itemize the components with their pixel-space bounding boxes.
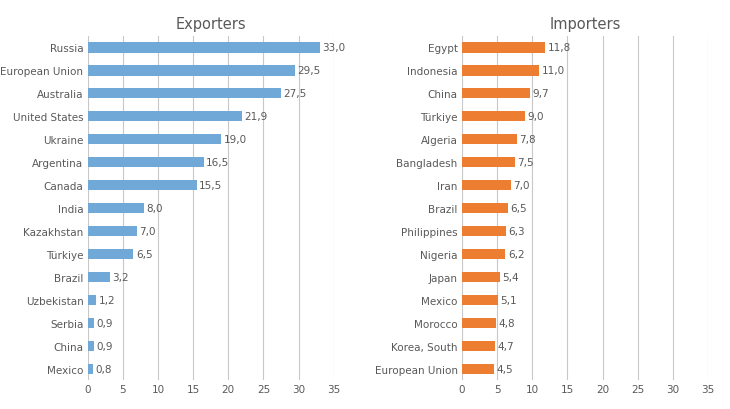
Bar — [462, 341, 495, 351]
Text: 9,7: 9,7 — [533, 89, 549, 99]
Text: 0,9: 0,9 — [96, 341, 113, 351]
Text: 19,0: 19,0 — [223, 135, 247, 145]
Title: Exporters: Exporters — [175, 16, 246, 31]
Bar — [462, 135, 517, 145]
Text: 11,0: 11,0 — [542, 66, 565, 76]
Text: 1,2: 1,2 — [99, 295, 115, 305]
Bar — [462, 295, 498, 306]
Text: 0,9: 0,9 — [96, 318, 113, 328]
Title: Importers: Importers — [549, 16, 620, 31]
Text: 4,8: 4,8 — [498, 318, 515, 328]
Text: 8,0: 8,0 — [146, 204, 163, 213]
Text: 15,5: 15,5 — [199, 181, 223, 191]
Text: 5,4: 5,4 — [502, 272, 519, 282]
Text: 7,8: 7,8 — [519, 135, 536, 145]
Text: 6,3: 6,3 — [509, 227, 526, 236]
Text: 9,0: 9,0 — [528, 112, 544, 122]
Bar — [88, 249, 134, 260]
Bar — [88, 203, 144, 214]
Text: 27,5: 27,5 — [283, 89, 307, 99]
Text: 6,5: 6,5 — [136, 249, 153, 259]
Bar — [88, 157, 204, 168]
Bar — [88, 180, 196, 191]
Text: 21,9: 21,9 — [244, 112, 267, 122]
Text: 6,2: 6,2 — [508, 249, 525, 259]
Bar — [462, 364, 493, 374]
Bar — [88, 66, 295, 76]
Bar — [88, 272, 110, 283]
Bar — [462, 89, 530, 99]
Bar — [88, 89, 281, 99]
Text: 5,1: 5,1 — [500, 295, 517, 305]
Text: 4,5: 4,5 — [496, 364, 512, 374]
Bar — [462, 43, 545, 54]
Bar — [88, 112, 242, 122]
Text: 7,0: 7,0 — [139, 227, 155, 236]
Text: 16,5: 16,5 — [206, 158, 229, 168]
Bar — [462, 180, 511, 191]
Bar — [462, 272, 500, 283]
Text: 3,2: 3,2 — [112, 272, 129, 282]
Bar — [88, 364, 93, 374]
Text: 11,8: 11,8 — [548, 43, 571, 53]
Text: 0,8: 0,8 — [96, 364, 112, 374]
Bar — [462, 66, 539, 76]
Text: 6,5: 6,5 — [510, 204, 526, 213]
Text: 33,0: 33,0 — [322, 43, 345, 53]
Text: 7,0: 7,0 — [514, 181, 530, 191]
Bar — [88, 295, 96, 306]
Bar — [462, 203, 507, 214]
Bar — [462, 226, 506, 237]
Bar — [88, 318, 94, 328]
Text: 7,5: 7,5 — [517, 158, 534, 168]
Bar — [462, 157, 515, 168]
Bar — [462, 112, 525, 122]
Bar — [88, 226, 137, 237]
Text: 4,7: 4,7 — [497, 341, 514, 351]
Bar — [88, 43, 320, 54]
Text: 29,5: 29,5 — [298, 66, 321, 76]
Bar — [88, 135, 221, 145]
Bar — [88, 341, 94, 351]
Bar — [462, 249, 505, 260]
Bar — [462, 318, 496, 328]
